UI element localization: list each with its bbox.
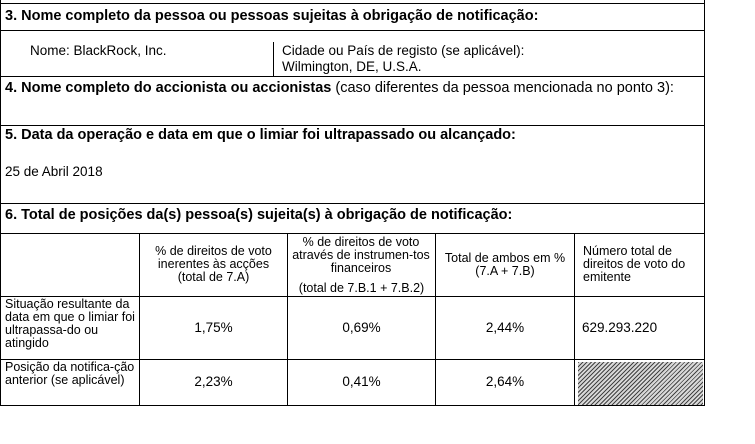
section4-heading-normal: (caso diferentes da pessoa mencionada no…: [331, 80, 674, 96]
divider: [0, 203, 705, 204]
column-header-instruments-total: (total de 7.B.1 + 7.B.2): [298, 281, 425, 295]
table-column-divider: [139, 233, 140, 406]
table-row-divider: [0, 359, 705, 360]
divider: [0, 3, 705, 4]
column-header-shares: % de direitos de voto inerentes às acçõe…: [155, 244, 272, 284]
table-cell: 1,75%: [194, 320, 233, 335]
row-label: Posição da notifica-ção anterior (se apl…: [5, 360, 135, 387]
table-cell: 0,41%: [342, 374, 381, 389]
row-label: Situação resultante da data em que o lim…: [5, 297, 135, 350]
table-cell: 2,44%: [485, 320, 525, 335]
column-header-instruments: % de direitos de voto através de instrum…: [292, 235, 430, 275]
section4-heading: 4. Nome completo do accionista ou accion…: [5, 80, 674, 96]
section5-heading: 5. Data da operação e data em que o limi…: [5, 127, 516, 143]
divider: [0, 125, 705, 126]
divider-vertical: [273, 42, 274, 76]
table-cell: 2,23%: [194, 374, 233, 389]
divider: [0, 76, 705, 77]
divider: [0, 30, 705, 31]
table-bottom-border: [0, 405, 705, 406]
hatched-cell: [578, 362, 703, 405]
table-column-divider: [287, 233, 288, 406]
registration-label: Cidade ou País de registo (se aplicável)…: [282, 43, 525, 58]
notifier-name: Nome: BlackRock, Inc.: [30, 43, 167, 58]
table-cell: 629.293.220: [582, 320, 658, 335]
table-top-border: [0, 233, 705, 234]
column-header-voting-rights: Número total de direitos de voto do emit…: [583, 244, 686, 284]
table-cell: 2,64%: [485, 374, 525, 389]
registration-value: Wilmington, DE, U.S.A.: [282, 59, 422, 74]
table-column-divider: [435, 233, 436, 406]
section6-heading: 6. Total de posições da(s) pessoa(s) suj…: [5, 207, 513, 223]
table-column-divider: [574, 233, 575, 406]
section4-heading-bold: 4. Nome completo do accionista ou accion…: [5, 80, 332, 96]
table-cell: 0,69%: [342, 320, 381, 335]
column-header-total: Total de ambos em % (7.A + 7.B): [444, 251, 566, 278]
section3-heading: 3. Nome completo da pessoa ou pessoas su…: [5, 8, 539, 24]
table-row-divider: [0, 296, 705, 297]
threshold-date: 25 de Abril 2018: [5, 164, 103, 179]
